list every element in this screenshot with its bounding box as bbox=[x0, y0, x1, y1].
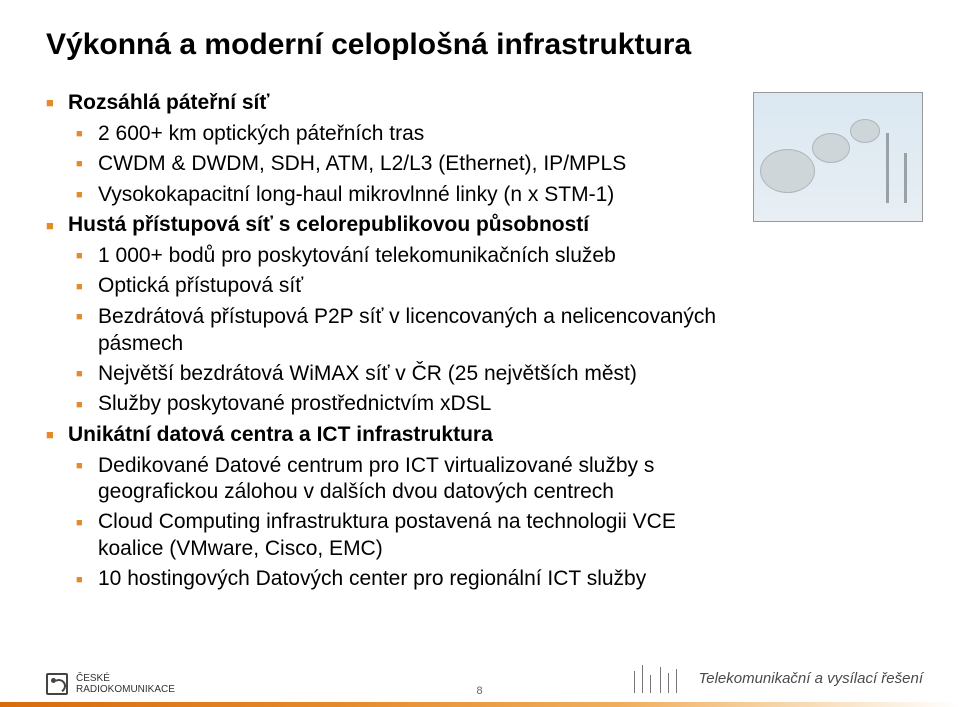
bullet-text: 2 600+ km optických páteřních tras bbox=[98, 122, 424, 145]
bullet-text: Vysokokapacitní long-haul mikrovlnné lin… bbox=[98, 183, 614, 206]
bullet-text: Rozsáhlá páteřní síť bbox=[68, 91, 269, 114]
bullet-square-icon: ■ bbox=[76, 453, 86, 479]
logo-text: ČESKÉ RADIOKOMUNIKACE bbox=[76, 673, 175, 695]
slide: Výkonná a moderní celoplošná infrastrukt… bbox=[0, 0, 959, 707]
bullet-square-icon: ■ bbox=[46, 213, 56, 239]
slide-title: Výkonná a moderní celoplošná infrastrukt… bbox=[46, 28, 691, 62]
bullet-level-2: ■ CWDM & DWDM, SDH, ATM, L2/L3 (Ethernet)… bbox=[76, 151, 726, 178]
logo-line2: RADIOKOMUNIKACE bbox=[76, 684, 175, 695]
bullet-square-icon: ■ bbox=[76, 567, 86, 593]
logo-line1: ČESKÉ bbox=[76, 673, 175, 684]
footer: ČESKÉ RADIOKOMUNIKACE 8 Telekomunikační … bbox=[0, 645, 959, 707]
bullet-square-icon: ■ bbox=[46, 90, 56, 116]
bullet-text: Hustá přístupová síť s celorepublikovou … bbox=[68, 213, 589, 236]
antenna-icon bbox=[630, 663, 686, 693]
bullet-level-1: ■ Rozsáhlá páteřní síť bbox=[46, 90, 726, 117]
footer-tagline: Telekomunikační a vysílací řešení bbox=[630, 663, 923, 693]
page-number: 8 bbox=[476, 685, 482, 697]
bullet-text: Dedikované Datové centrum pro ICT virtua… bbox=[98, 454, 654, 504]
bullet-text: Bezdrátová přístupová P2P síť v licencov… bbox=[98, 305, 716, 355]
bullet-text: 1 000+ bodů pro poskytování telekomunika… bbox=[98, 244, 616, 267]
bullet-level-1: ■ Hustá přístupová síť s celorepublikovou… bbox=[46, 212, 726, 239]
bullet-level-2: ■ Vysokokapacitní long-haul mikrovlnné li… bbox=[76, 182, 726, 209]
bullet-text: Největší bezdrátová WiMAX síť v ČR (25 n… bbox=[98, 362, 637, 385]
tagline-text: Telekomunikační a vysílací řešení bbox=[698, 670, 923, 687]
bullet-level-1: ■ Unikátní datová centra a ICT infrastruk… bbox=[46, 422, 726, 449]
bullet-level-2: ■ 1 000+ bodů pro poskytování telekomunik… bbox=[76, 243, 726, 270]
bullet-text: CWDM & DWDM, SDH, ATM, L2/L3 (Ethernet),… bbox=[98, 152, 626, 175]
bullet-content: ■ Rozsáhlá páteřní síť ■ 2 600+ km optickýc… bbox=[46, 90, 726, 597]
bullet-level-2: ■ 10 hostingových Datových center pro reg… bbox=[76, 566, 726, 593]
bullet-square-icon: ■ bbox=[76, 361, 86, 387]
bullet-square-icon: ■ bbox=[76, 182, 86, 208]
bullet-square-icon: ■ bbox=[46, 422, 56, 448]
bullet-square-icon: ■ bbox=[76, 392, 86, 418]
side-photo-antennas bbox=[753, 92, 923, 222]
footer-logo: ČESKÉ RADIOKOMUNIKACE bbox=[46, 673, 175, 695]
bullet-square-icon: ■ bbox=[76, 510, 86, 536]
bullet-level-2: ■ Cloud Computing infrastruktura postaven… bbox=[76, 509, 726, 562]
bullet-text: Cloud Computing infrastruktura postavená… bbox=[98, 510, 676, 560]
bullet-text: Služby poskytované prostřednictvím xDSL bbox=[98, 392, 491, 415]
bullet-level-2: ■ 2 600+ km optických páteřních tras bbox=[76, 121, 726, 148]
footer-accent-bar bbox=[0, 702, 959, 707]
bullet-text: Unikátní datová centra a ICT infrastrukt… bbox=[68, 423, 493, 446]
bullet-level-2: ■ Dedikované Datové centrum pro ICT virtu… bbox=[76, 453, 726, 506]
bullet-text: 10 hostingových Datových center pro regi… bbox=[98, 567, 646, 590]
bullet-level-2: ■ Služby poskytované prostřednictvím xDSL bbox=[76, 391, 726, 418]
bullet-square-icon: ■ bbox=[76, 274, 86, 300]
bullet-level-2: ■ Největší bezdrátová WiMAX síť v ČR (25 … bbox=[76, 361, 726, 388]
bullet-square-icon: ■ bbox=[76, 151, 86, 177]
bullet-level-2: ■ Bezdrátová přístupová P2P síť v licenco… bbox=[76, 304, 726, 357]
bullet-text: Optická přístupová síť bbox=[98, 274, 303, 297]
logo-mark-icon bbox=[46, 673, 68, 695]
bullet-square-icon: ■ bbox=[76, 121, 86, 147]
bullet-square-icon: ■ bbox=[76, 243, 86, 269]
bullet-square-icon: ■ bbox=[76, 304, 86, 330]
bullet-level-2: ■ Optická přístupová síť bbox=[76, 273, 726, 300]
